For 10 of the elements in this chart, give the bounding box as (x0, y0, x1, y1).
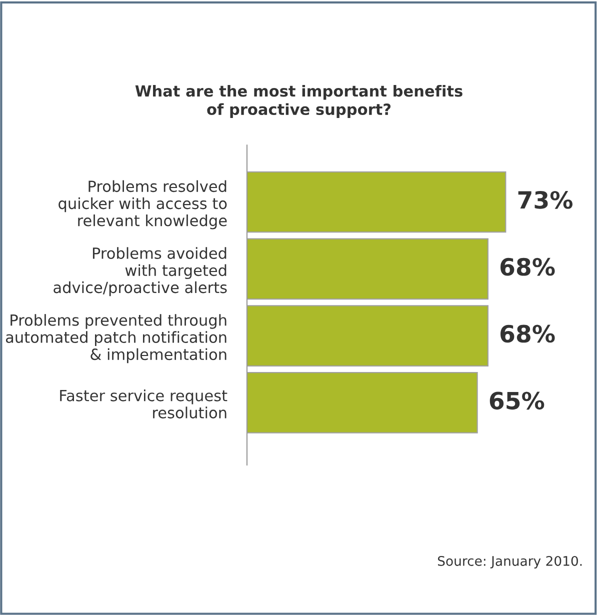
y-tick-label: Problems resolved quicker with access to relevant knowledge (58, 180, 227, 230)
y-tick-label: Problems prevented through automated patch notification & implementation (6, 314, 226, 364)
data-label: 68% (500, 258, 555, 276)
data-label: 73% (518, 191, 573, 209)
data-label: 65% (490, 392, 544, 410)
chart-title: What are the most important benefits of proactive support? (135, 84, 462, 118)
data-label: 68% (500, 324, 555, 343)
source-note: Source: January 2010. (438, 556, 582, 568)
y-tick-label: Faster service request resolution (60, 390, 228, 418)
y-tick-label: Problems avoided with targeted advice/proactive alerts (54, 247, 227, 296)
